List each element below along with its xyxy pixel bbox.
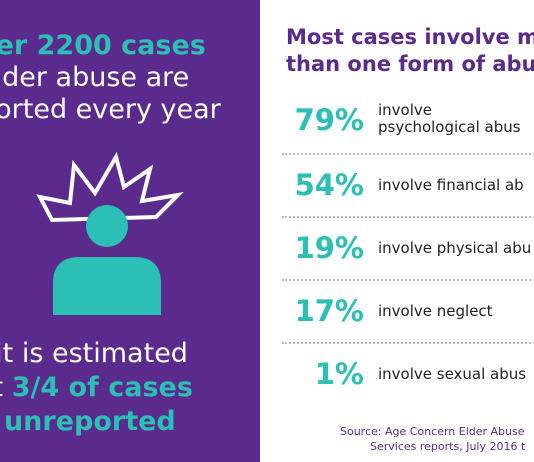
stat-percent: 54%	[294, 168, 364, 202]
stat-label-line2: psychological abus	[378, 118, 521, 136]
estimate-line2: at 3/4 of cases	[0, 371, 260, 405]
estimate-line1: t it is estimated	[0, 338, 188, 369]
stat-row-financial: 54% involve financial ab	[260, 157, 534, 213]
stat-percent: 1%	[314, 357, 364, 391]
distressed-person-icon	[36, 151, 184, 315]
estimate-text: t it is estimated at 3/4 of cases o unre…	[0, 337, 260, 439]
estimate-highlight: 3/4 of cases	[11, 372, 193, 403]
headline-line2: elder abuse are	[0, 62, 190, 93]
stat-label: involve sexual abus	[378, 365, 527, 383]
estimate-line3: o unreported	[0, 406, 176, 437]
source-line1: Source: Age Concern Elder Abuse	[340, 425, 525, 438]
left-panel: ver 2200 cases elder abuse are ported ev…	[0, 0, 260, 462]
stats-title-line2: than one form of abu	[286, 52, 534, 76]
stat-label: involve neglect	[378, 302, 493, 320]
stat-label-line1: involve	[378, 101, 433, 119]
divider	[282, 342, 534, 344]
stat-row-sexual: 1% involve sexual abus	[260, 346, 534, 402]
source-line2: Services reports, July 2016 t	[370, 440, 526, 453]
stat-label: involve psychological abus	[378, 102, 521, 136]
headline: ver 2200 cases elder abuse are ported ev…	[0, 30, 260, 126]
headline-line3: ported every year	[0, 94, 221, 125]
person-icon	[53, 257, 161, 315]
stats-title: Most cases involve m than one form of ab…	[286, 24, 534, 78]
headline-line1: ver 2200 cases	[0, 30, 206, 61]
person-head	[86, 205, 128, 247]
stat-label: involve financial ab	[378, 176, 524, 194]
stat-percent: 17%	[294, 294, 364, 328]
stats-title-line1: Most cases involve m	[286, 25, 534, 49]
divider	[282, 153, 534, 155]
burst-icon	[36, 151, 184, 223]
divider	[282, 216, 534, 218]
estimate-line2-prefix: at	[0, 372, 12, 403]
source-note: Source: Age Concern Elder Abuse Services…	[340, 424, 525, 454]
stat-percent: 79%	[294, 103, 364, 137]
stat-row-psychological: 79% involve psychological abus	[260, 92, 534, 148]
stat-percent: 19%	[294, 231, 364, 265]
right-panel: Most cases involve m than one form of ab…	[260, 0, 534, 462]
stat-label: involve physical abu	[378, 239, 532, 257]
divider	[282, 279, 534, 281]
stat-row-neglect: 17% involve neglect	[260, 283, 534, 339]
stat-row-physical: 19% involve physical abu	[260, 220, 534, 276]
